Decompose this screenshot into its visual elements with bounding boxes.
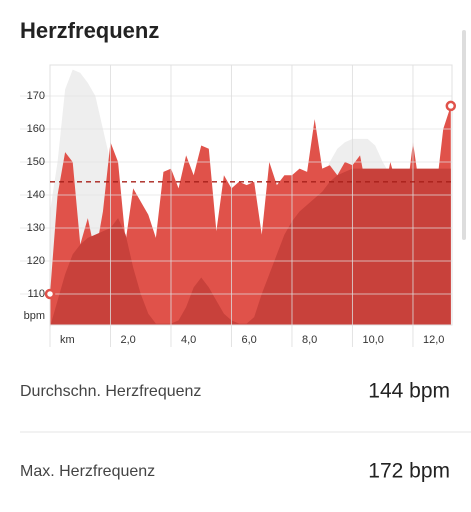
x-tick-label: 10,0 (362, 334, 383, 346)
x-tick-label: 4,0 (181, 334, 196, 346)
y-tick-label: 140 (27, 189, 45, 201)
stat-value: 144 bpm (368, 380, 450, 403)
stat-label: Max. Herzfrequenz (20, 463, 155, 480)
y-tick-label: 170 (27, 90, 45, 102)
marker (445, 100, 457, 112)
x-tick-label: 12,0 (423, 334, 444, 346)
y-tick-label: 110 (27, 288, 45, 300)
y-tick-label: 160 (27, 123, 45, 135)
scrollbar (462, 30, 466, 240)
plot-border (49, 64, 453, 326)
area (50, 168, 451, 327)
x-tick-label: 2,0 (120, 334, 135, 346)
plot: 110 120 130 140 150 160 170 bpm km 2,0 4,0 6,0 8,0 10… (20, 64, 457, 347)
x-tick-label: km (60, 334, 75, 346)
y-tick-label: 150 (27, 156, 45, 168)
y-axis-label: bpm (24, 310, 45, 322)
y-tick-label: 120 (27, 255, 45, 267)
stat-label: Durchschn. Herzfrequenz (20, 383, 201, 400)
title: Herzfrequenz (20, 18, 159, 43)
marker (44, 288, 56, 300)
x-tick-label: 6,0 (241, 334, 256, 346)
y-tick-label: 130 (27, 222, 45, 234)
x-tick-label: 8,0 (302, 334, 317, 346)
stat-value: 172 bpm (368, 460, 450, 483)
